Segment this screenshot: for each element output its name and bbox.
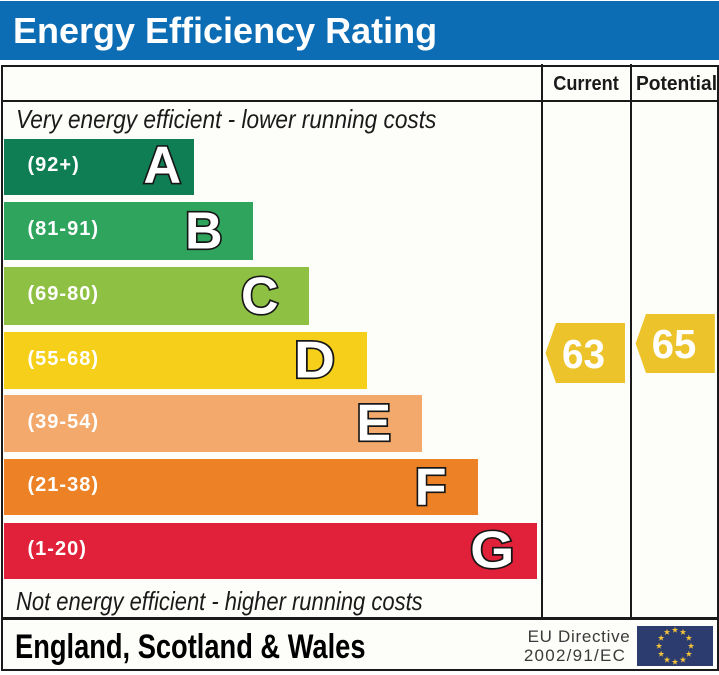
svg-text:E: E — [356, 395, 391, 453]
svg-text:F: F — [415, 459, 447, 517]
svg-text:D: D — [294, 332, 335, 390]
svg-text:63: 63 — [562, 331, 605, 377]
svg-text:A: A — [143, 137, 181, 195]
svg-text:G: G — [470, 522, 514, 580]
svg-text:C: C — [241, 268, 279, 326]
svg-text:B: B — [185, 203, 223, 261]
svg-text:65: 65 — [652, 321, 697, 367]
